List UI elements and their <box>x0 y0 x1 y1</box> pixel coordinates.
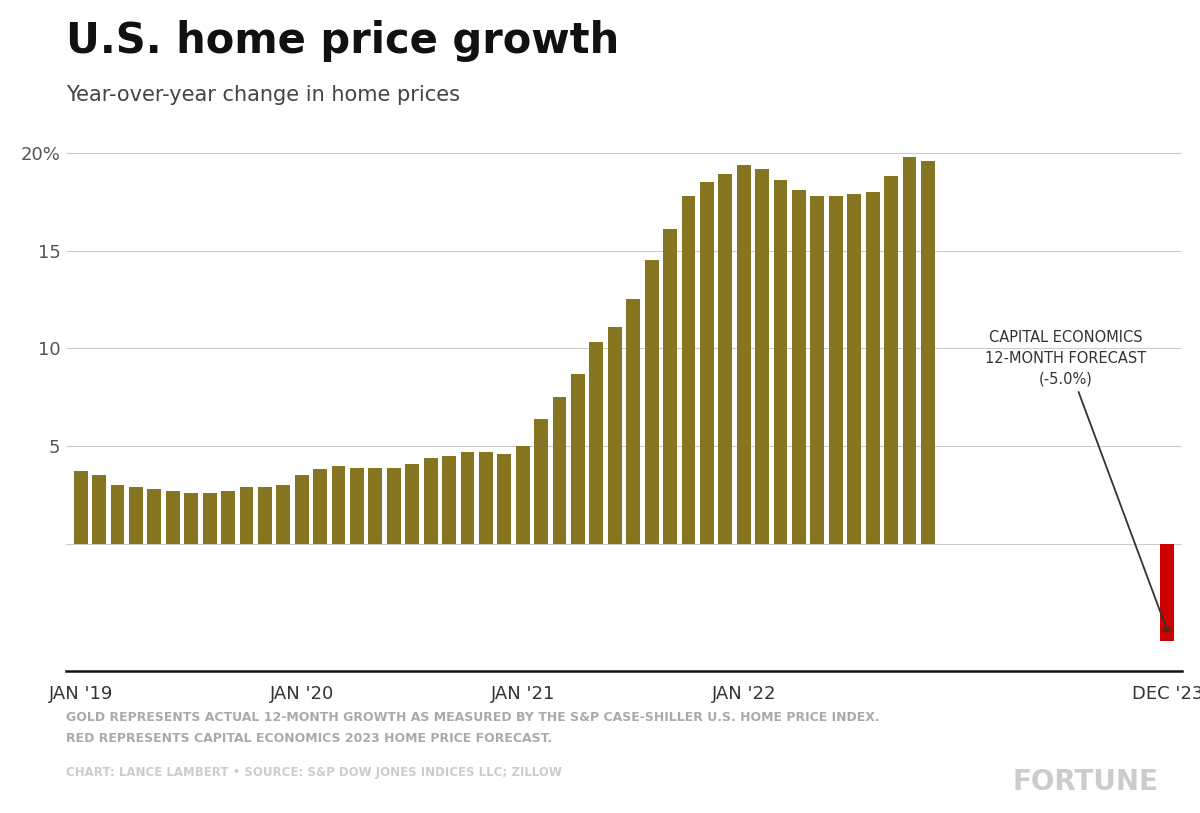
Bar <box>240 487 253 544</box>
Bar <box>589 342 604 544</box>
Bar <box>130 487 143 544</box>
Bar <box>442 456 456 544</box>
Bar <box>497 454 511 544</box>
Bar <box>221 491 235 544</box>
Bar <box>829 196 842 544</box>
Bar <box>571 374 584 544</box>
Bar <box>1160 544 1174 641</box>
Bar <box>406 463 419 544</box>
Bar <box>902 157 917 544</box>
Bar <box>774 180 787 544</box>
Bar <box>92 476 106 544</box>
Bar <box>920 161 935 544</box>
Text: Year-over-year change in home prices: Year-over-year change in home prices <box>66 85 460 106</box>
Bar <box>479 452 493 544</box>
Bar <box>203 493 216 544</box>
Bar <box>755 168 769 544</box>
Bar <box>74 472 88 544</box>
Bar <box>847 194 862 544</box>
Bar <box>626 299 640 544</box>
Bar <box>386 467 401 544</box>
Bar <box>700 182 714 544</box>
Bar <box>258 487 271 544</box>
Bar <box>331 466 346 544</box>
Bar <box>424 458 438 544</box>
Bar <box>313 469 328 544</box>
Bar <box>534 419 548 544</box>
Bar <box>185 493 198 544</box>
Bar <box>350 467 364 544</box>
Bar <box>516 446 529 544</box>
Bar <box>737 164 751 544</box>
Text: FORTUNE: FORTUNE <box>1012 768 1158 796</box>
Bar <box>148 489 161 544</box>
Bar <box>719 175 732 544</box>
Bar <box>110 485 125 544</box>
Bar <box>368 467 383 544</box>
Bar <box>865 192 880 544</box>
Bar <box>884 176 898 544</box>
Bar <box>553 398 566 544</box>
Bar <box>810 196 824 544</box>
Bar <box>166 491 180 544</box>
Bar <box>461 452 474 544</box>
Bar <box>295 476 308 544</box>
Bar <box>682 196 695 544</box>
Text: RED REPRESENTS CAPITAL ECONOMICS 2023 HOME PRICE FORECAST.: RED REPRESENTS CAPITAL ECONOMICS 2023 HO… <box>66 732 552 745</box>
Text: GOLD REPRESENTS ACTUAL 12-MONTH GROWTH AS MEASURED BY THE S&P CASE-SHILLER U.S. : GOLD REPRESENTS ACTUAL 12-MONTH GROWTH A… <box>66 711 880 724</box>
Text: U.S. home price growth: U.S. home price growth <box>66 20 619 63</box>
Bar <box>276 485 290 544</box>
Bar <box>608 327 622 544</box>
Bar <box>792 190 806 544</box>
Bar <box>644 260 659 544</box>
Bar <box>664 229 677 544</box>
Text: CHART: LANCE LAMBERT • SOURCE: S&P DOW JONES INDICES LLC; ZILLOW: CHART: LANCE LAMBERT • SOURCE: S&P DOW J… <box>66 766 562 779</box>
Text: CAPITAL ECONOMICS
12-MONTH FORECAST
(-5.0%): CAPITAL ECONOMICS 12-MONTH FORECAST (-5.… <box>985 329 1170 632</box>
